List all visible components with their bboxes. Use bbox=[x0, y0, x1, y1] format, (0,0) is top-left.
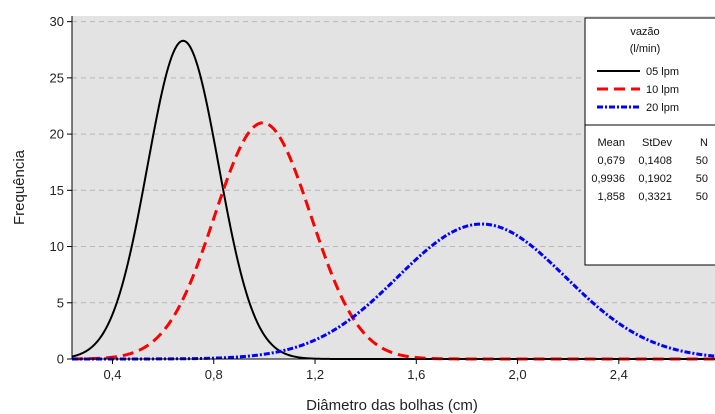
axes: 0 5 10 15 20 25 30 0,4 0,8 1,2 1,6 2,0 2,4 bbox=[50, 14, 715, 382]
x-tick-label: 2,4 bbox=[610, 367, 628, 382]
stats-cell: 50 bbox=[696, 155, 708, 167]
y-tick-label: 5 bbox=[57, 295, 64, 310]
y-tick-label: 0 bbox=[57, 352, 64, 367]
series-line-3 bbox=[72, 222, 715, 361]
x-axis-title: Diâmetro das bolhas (cm) bbox=[306, 397, 478, 414]
stats-cell: 0,9936 bbox=[591, 173, 625, 185]
y-axis-title: Frequência bbox=[11, 149, 28, 225]
stats-cell: 0,3321 bbox=[638, 191, 672, 203]
x-tick-label: 2,0 bbox=[509, 367, 527, 382]
legend-label-3: 20 lpm bbox=[646, 102, 679, 114]
y-tick-label: 20 bbox=[50, 127, 64, 142]
stats-cell: 50 bbox=[696, 173, 708, 185]
x-tick-label: 1,2 bbox=[306, 367, 324, 382]
x-tick-label: 0,8 bbox=[205, 367, 223, 382]
y-tick-label: 30 bbox=[50, 14, 64, 29]
legend-label-2: 10 lpm bbox=[646, 84, 679, 96]
stats-cell: 50 bbox=[696, 191, 708, 203]
y-tick-label: 10 bbox=[50, 239, 64, 254]
y-tick-label: 15 bbox=[50, 183, 64, 198]
stats-header: StDev bbox=[642, 137, 672, 149]
stats-header: N bbox=[700, 137, 708, 149]
x-tick-label: 0,4 bbox=[103, 367, 121, 382]
legend-subtitle: (l/min) bbox=[630, 43, 661, 55]
legend: vazão (l/min) 05 lpm 10 lpm 20 lpm Mean StDev N… bbox=[584, 17, 715, 266]
legend-label-1: 05 lpm bbox=[646, 66, 679, 78]
stats-header: Mean bbox=[597, 137, 625, 149]
stats-cell: 0,1408 bbox=[638, 155, 672, 167]
x-tick-label: 1,6 bbox=[407, 367, 425, 382]
stats-box bbox=[584, 124, 715, 266]
stats-cell: 0,679 bbox=[597, 155, 625, 167]
stats-cell: 1,858 bbox=[597, 191, 625, 203]
legend-title: vazão bbox=[630, 26, 659, 38]
stats-cell: 0,1902 bbox=[638, 173, 672, 185]
y-tick-label: 25 bbox=[50, 70, 64, 85]
